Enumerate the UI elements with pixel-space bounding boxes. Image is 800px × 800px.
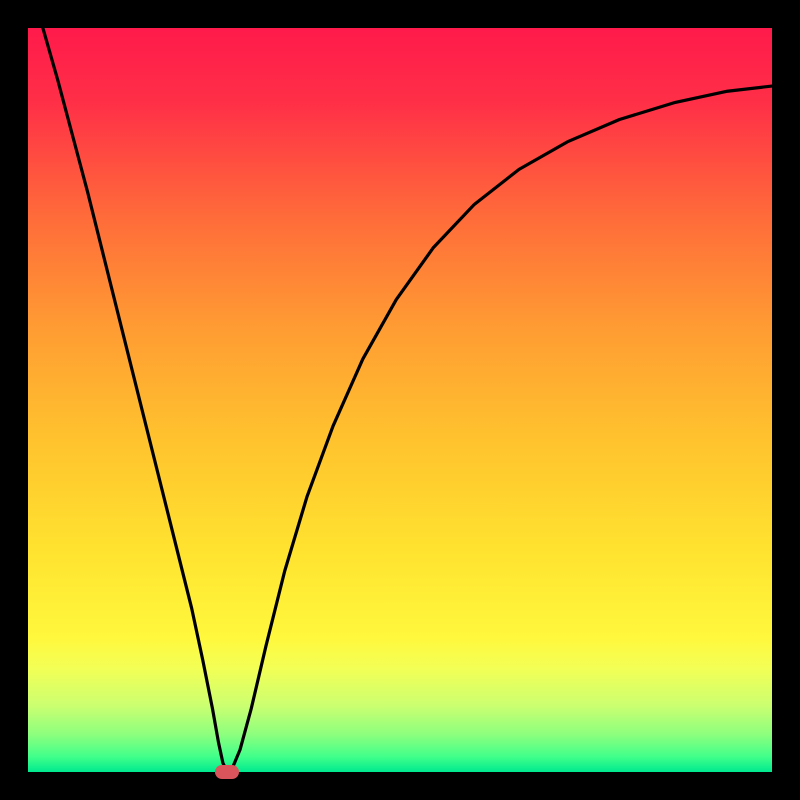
minimum-marker: [215, 765, 239, 779]
plot-area: [28, 28, 772, 772]
chart-frame: TheBottleneck.com: [0, 0, 800, 800]
curve-svg: [28, 28, 772, 772]
bottleneck-curve: [43, 28, 772, 772]
